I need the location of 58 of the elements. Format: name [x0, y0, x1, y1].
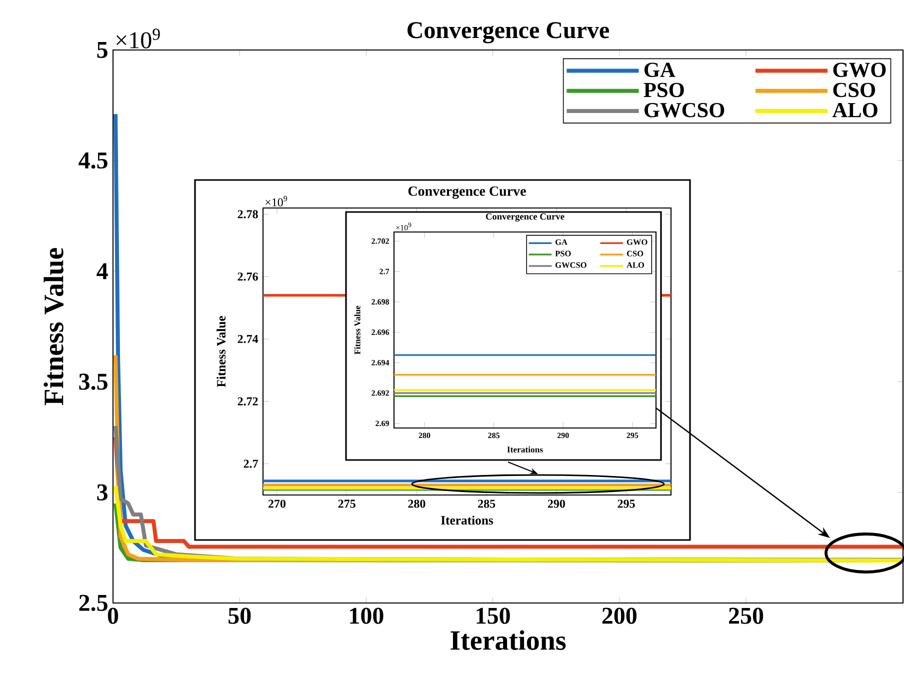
legend-label: GWCSO [555, 262, 586, 268]
annotation: ×10$^{9}$ [396, 222, 412, 230]
x-tick-label: 250 [729, 608, 764, 624]
text: ×10$^{9}$ [116, 28, 160, 48]
y-tick-label: 2.698 [372, 299, 390, 305]
y-tick-label: 2.702 [372, 238, 389, 244]
legend-label: GWO [833, 62, 886, 78]
x-tick-label: 150 [476, 608, 510, 624]
legend-label: GWCSO [644, 102, 724, 118]
x-tick-label: 270 [268, 500, 286, 508]
x-tick-label: 295 [618, 500, 635, 508]
x-tick-label: 285 [488, 432, 500, 438]
x-axis-title: Iterations [441, 516, 494, 525]
y-axis-title: Fitness Value [44, 248, 64, 406]
x-tick-label: 290 [557, 432, 569, 438]
x-tick-label: 280 [418, 432, 430, 438]
y-tick-label: 2.692 [372, 390, 389, 396]
x-tick-label: 200 [602, 608, 636, 624]
x-tick-label: 50 [228, 608, 251, 624]
legend-label: CSO [833, 82, 876, 98]
x-tick-label: 295 [626, 432, 638, 438]
y-tick-label: 2.5 [79, 594, 108, 612]
x-axis-title: Iterations [507, 446, 543, 452]
y-tick-label: 4.5 [78, 152, 108, 169]
y-tick-label: 2.7 [380, 268, 390, 274]
y-tick-label: 2.694 [372, 360, 390, 366]
legend-label: GWO [626, 239, 648, 245]
x-tick-label: 285 [478, 500, 496, 508]
legend-label: ALO [626, 262, 644, 268]
x-tick-label: 275 [338, 500, 356, 508]
x-tick-label: 0 [108, 608, 118, 624]
x-axis-title: Iterations [450, 630, 566, 650]
y-axis-title: Fitness Value [354, 306, 360, 354]
legend-label: PSO [644, 82, 684, 98]
y-tick-label: 2.69 [376, 420, 390, 426]
x-tick-label: 280 [408, 500, 426, 508]
legend-label: GA [555, 239, 568, 245]
y-tick-label: 2.72 [238, 397, 258, 406]
y-tick-label: 2.7 [244, 460, 258, 468]
legend-label: GA [644, 62, 676, 78]
y-tick-label: 3 [97, 484, 108, 500]
chart-title: Convergence Curve [408, 186, 526, 199]
y-tick-label: 2.74 [238, 334, 258, 344]
y-tick-label: 3.5 [79, 374, 108, 390]
legend-label: PSO [555, 250, 571, 256]
y-tick-label: 5 [97, 42, 108, 58]
y-tick-label: 2.696 [372, 330, 390, 335]
annotation: ×10$^{9}$ [266, 196, 288, 206]
legend-label: CSO [626, 250, 644, 256]
y-tick-label: 4 [96, 263, 108, 280]
chart-title: Convergence Curve [486, 213, 564, 222]
x-tick-label: 100 [350, 608, 384, 624]
y-tick-label: 2.78 [238, 210, 258, 218]
x-tick-label: 290 [548, 500, 565, 508]
legend-label: ALO [832, 102, 878, 118]
y-tick-label: 2.76 [238, 272, 258, 281]
chart-title: Convergence Curve [408, 22, 609, 44]
y-axis-title: Fitness Value [216, 316, 226, 388]
